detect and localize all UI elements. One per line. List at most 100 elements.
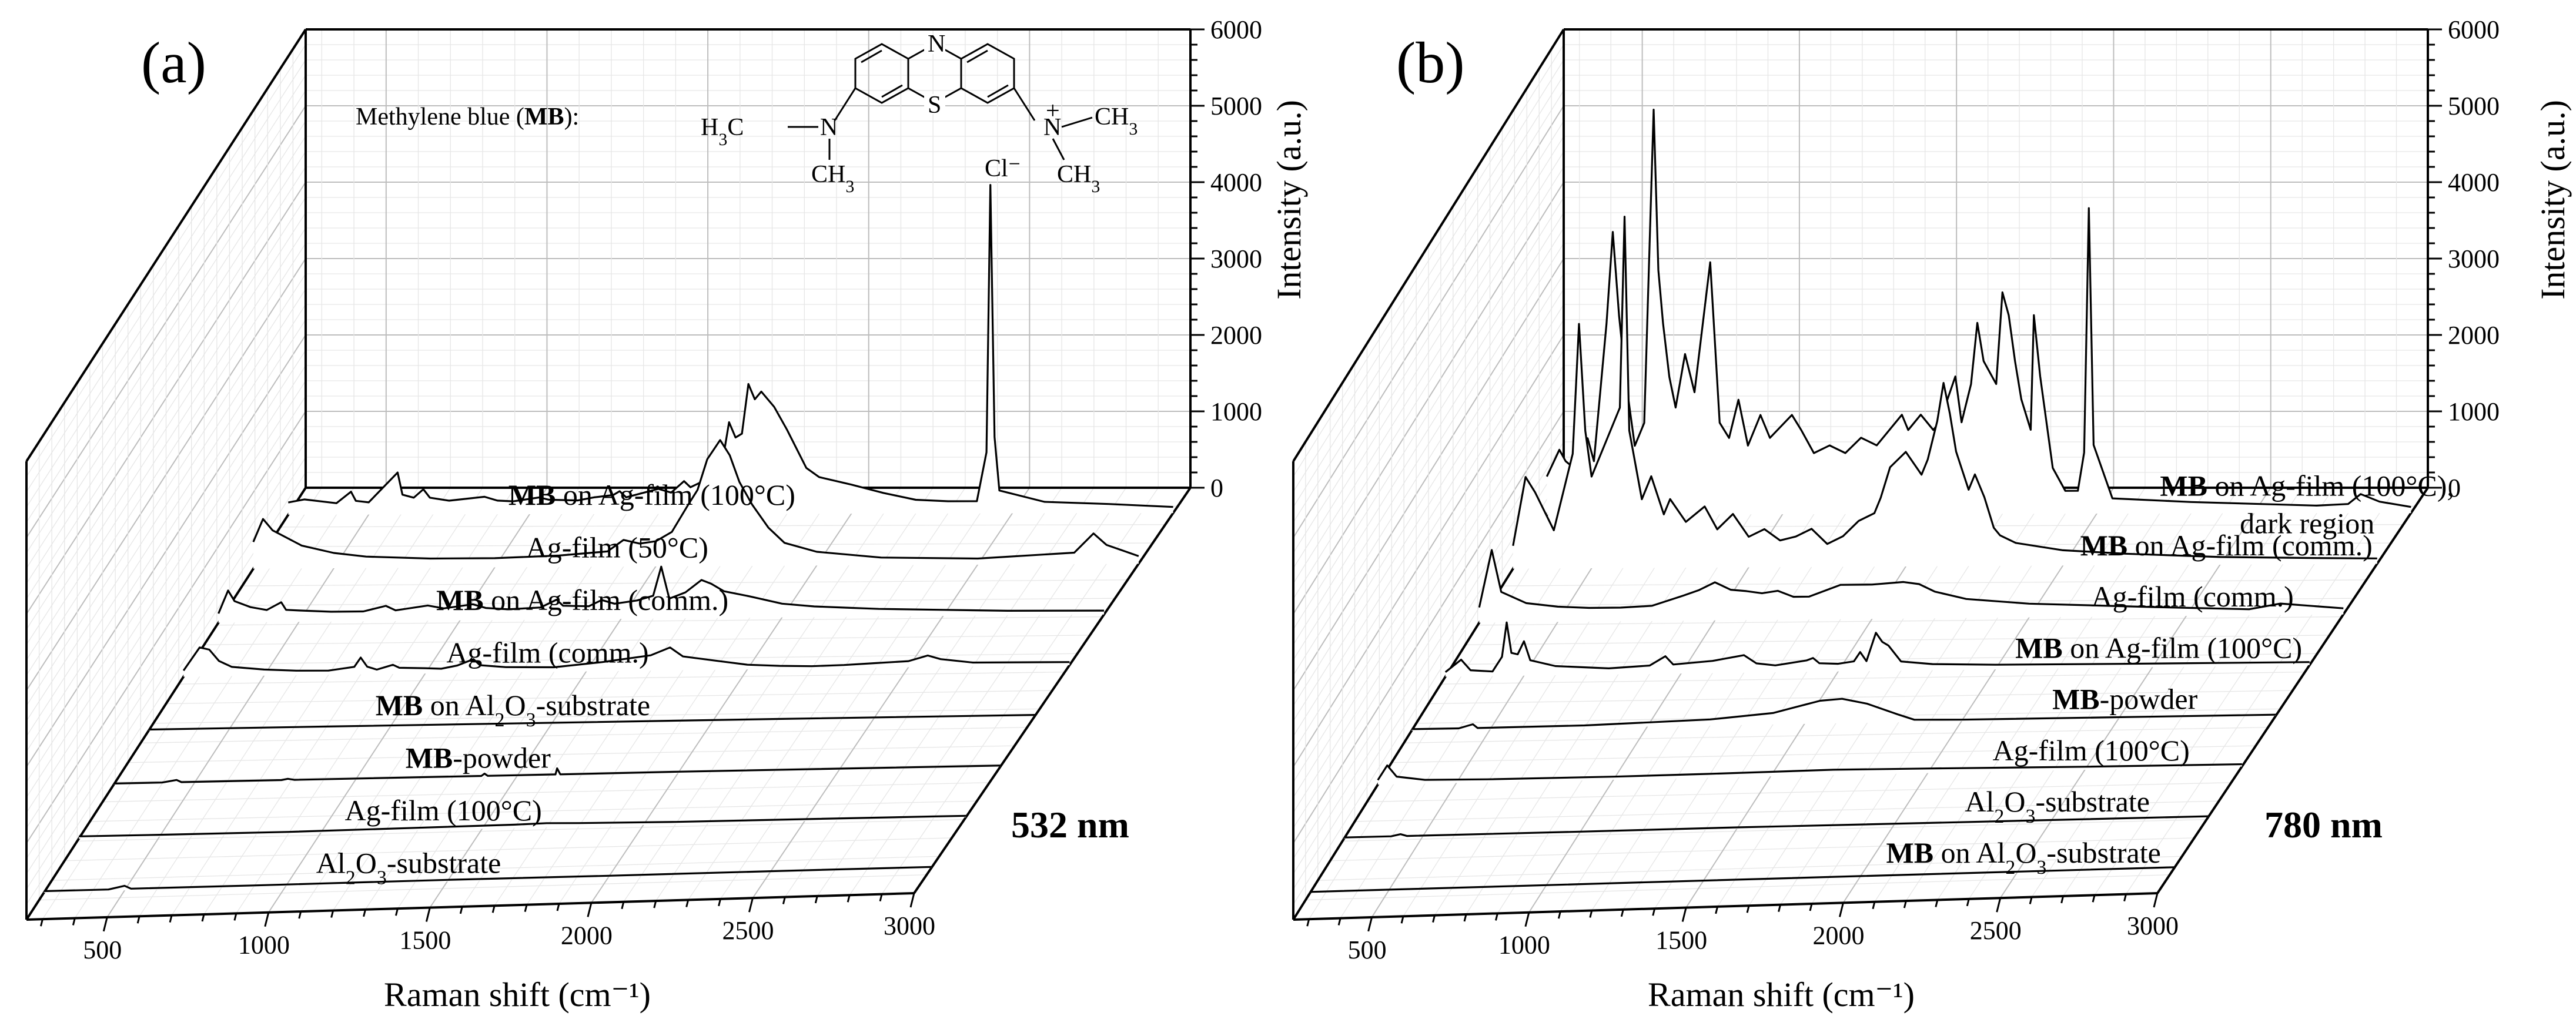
- series-label: Ag-film (comm.): [2091, 580, 2293, 613]
- x-tick-mark: [587, 902, 593, 917]
- x-tick-label: 500: [1348, 936, 1387, 964]
- spectrum-line: [1444, 621, 2310, 673]
- floor-grid-line: [655, 487, 934, 901]
- floor-grid-line: [179, 671, 1065, 685]
- floor-grid-line: [128, 745, 1015, 763]
- series-label: MB on Ag-film (100°C): [508, 478, 795, 511]
- panel-a-x-axis-title: Raman shift (cm⁻¹): [384, 975, 651, 1014]
- x-tick-mark: [1996, 897, 2002, 913]
- axis-frame-edge: [1293, 892, 2158, 921]
- panel-b-chart: 500 1000 1500 2000 2500 3000 0 1000 2000 3000 400…: [1292, 15, 2572, 1014]
- x-minor-tick: [621, 901, 625, 910]
- panel-b-x-axis: 500 1000 1500 2000 2500 3000: [1306, 893, 2179, 964]
- panel-b-letter: (b): [1396, 30, 1465, 95]
- intensity-tick-label: 3000: [1210, 244, 1262, 273]
- x-minor-tick: [1589, 910, 1593, 918]
- x-minor-tick: [1935, 900, 1939, 907]
- molecule-left-n: N: [820, 114, 838, 141]
- x-minor-tick: [685, 900, 690, 907]
- spectrum-line: [44, 866, 932, 893]
- series-label: Ag-film (100°C): [1993, 734, 2190, 767]
- x-minor-tick: [1620, 909, 1624, 917]
- x-minor-tick: [491, 905, 496, 913]
- intensity-tick-label: 4000: [2448, 168, 2500, 197]
- floor-grid-line: [1404, 727, 2269, 743]
- intensity-tick-label: 1000: [1210, 397, 1262, 426]
- x-minor-tick: [1494, 913, 1498, 921]
- floor-grid-line: [39, 874, 927, 901]
- spectrum-line: [79, 814, 966, 837]
- x-tick-label: 2000: [561, 921, 613, 950]
- methylene-blue-structure: Methylene blue (MB): N S N H3C CH3 N +: [356, 31, 1138, 196]
- floor-grid-line: [2126, 487, 2397, 894]
- panel-a-y-axis-title: Intensity (a.u.): [1270, 100, 1308, 300]
- floor-grid-line: [1477, 616, 2342, 626]
- floor-grid-line: [1428, 690, 2293, 705]
- panel-a-letter: (a): [141, 30, 206, 95]
- molecule-n-atom: N: [928, 31, 945, 58]
- floor-grid-line: [1330, 837, 2194, 861]
- panel-b-series: [1310, 109, 2411, 893]
- series-occluder: [183, 647, 1070, 677]
- x-tick-label: 1000: [1498, 931, 1550, 960]
- x-tick-mark: [102, 917, 108, 932]
- series-occluder: [1411, 699, 2276, 731]
- x-tick-label: 1500: [399, 926, 451, 955]
- x-minor-tick: [2123, 894, 2127, 902]
- x-minor-tick: [394, 908, 399, 916]
- floor-grid-line: [1465, 635, 2330, 645]
- floor-grid-line: [89, 800, 977, 822]
- panel-a-walls: [25, 28, 1192, 921]
- panel-b-y-axis-title: Intensity (a.u.): [2534, 100, 2572, 300]
- x-minor-tick: [814, 896, 818, 904]
- x-minor-tick: [2029, 897, 2033, 904]
- x-minor-tick: [1746, 905, 1750, 913]
- floor-grid-line: [64, 837, 952, 861]
- series-label: Al2O3-substrate: [316, 847, 501, 889]
- x-tick-label: 500: [83, 936, 122, 964]
- spectrum-line: [1310, 866, 2174, 893]
- intensity-tick-label: 3000: [2448, 244, 2500, 273]
- x-tick-label: 3000: [884, 911, 935, 940]
- x-minor-tick: [1966, 898, 1970, 907]
- x-tick-mark: [1524, 912, 1530, 927]
- x-tick-mark: [1367, 917, 1373, 932]
- intensity-tick-label: 0: [1210, 474, 1223, 502]
- floor-grid-line: [242, 579, 1128, 586]
- intensity-tick-label: 2000: [1210, 321, 1262, 350]
- spectrum-line: [1377, 763, 2242, 781]
- series-label: Ag-film (50°C): [526, 531, 708, 564]
- panel-a-series: [44, 184, 1173, 893]
- x-minor-tick: [653, 900, 657, 908]
- x-minor-tick: [1463, 914, 1467, 922]
- series-occluder: [1547, 109, 2411, 515]
- x-minor-tick: [847, 894, 851, 903]
- series-label: MB-powder: [2052, 683, 2197, 716]
- intensity-tick-label: 1000: [2448, 397, 2500, 426]
- floor-grid-line: [2063, 487, 2334, 897]
- series-occluder: [79, 816, 966, 839]
- molecule-left-methyl-1: H3C: [701, 114, 744, 149]
- spectrum-line: [1512, 216, 2377, 559]
- intensity-tick-label: 6000: [1210, 15, 1262, 44]
- x-tick-mark: [748, 897, 754, 913]
- x-minor-tick: [782, 897, 786, 904]
- spectrum-line: [288, 184, 1173, 508]
- floor-grid-line: [1342, 819, 2207, 842]
- x-minor-tick: [2092, 894, 2096, 903]
- panel-b-laser-label: 780 nm: [2264, 804, 2383, 846]
- floor-grid-line: [1317, 856, 2182, 881]
- floor-grid-line: [1305, 874, 2170, 901]
- molecule-caption: Methylene blue (MB):: [356, 103, 579, 130]
- x-tick-label: 1500: [1655, 926, 1707, 955]
- molecule-counter-ion: Cl⁻: [985, 155, 1021, 182]
- intensity-tick-label: 6000: [2448, 15, 2500, 44]
- floor-grid-line: [1440, 671, 2305, 685]
- x-minor-tick: [363, 909, 367, 917]
- x-minor-tick: [524, 904, 528, 913]
- series-occluder: [1377, 764, 2242, 785]
- x-minor-tick: [1778, 904, 1782, 913]
- x-minor-tick: [1872, 901, 1876, 910]
- x-tick-label: 2000: [1812, 921, 1864, 950]
- series-label: MB-powder: [406, 742, 551, 774]
